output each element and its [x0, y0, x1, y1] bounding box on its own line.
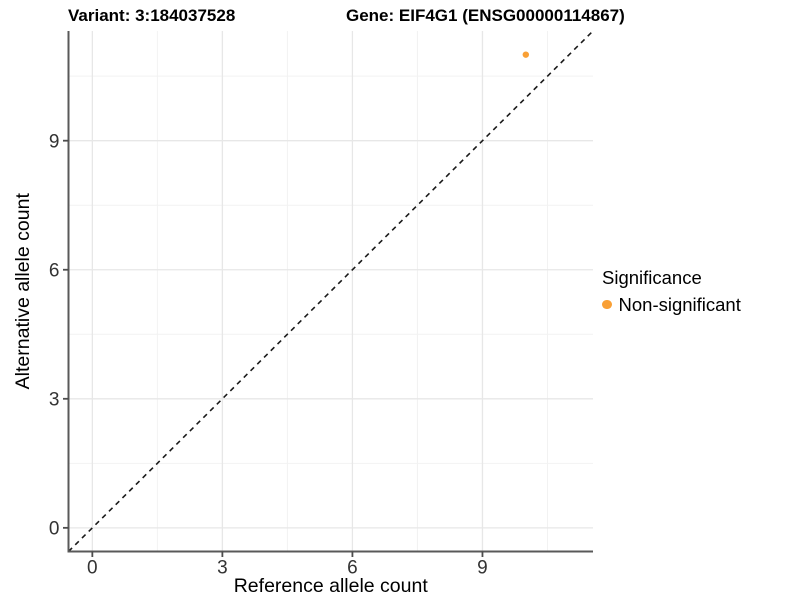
legend: Significance Non-significant — [602, 266, 741, 316]
y-tick-label: 0 — [49, 518, 60, 539]
y-tick-label: 3 — [49, 389, 60, 410]
legend-title: Significance — [602, 267, 702, 288]
y-tick-label: 9 — [49, 131, 60, 152]
x-axis-title: Reference allele count — [234, 575, 429, 597]
x-tick-label: 6 — [347, 557, 358, 578]
x-tick-label: 3 — [217, 557, 228, 578]
legend-item-non-significant: Non-significant — [602, 293, 741, 316]
legend-item-label: Non-significant — [618, 294, 741, 315]
y-axis-title: Alternative allele count — [12, 193, 34, 390]
y-tick-label: 6 — [49, 260, 60, 281]
data-point — [522, 51, 530, 58]
variant-title: Variant: 3:184037528 — [68, 6, 236, 25]
x-tick-label: 9 — [477, 557, 488, 578]
gene-title: Gene: EIF4G1 (ENSG00000114867) — [346, 6, 625, 25]
x-tick-label: 0 — [87, 557, 98, 578]
identity-dashed-line — [67, 30, 594, 553]
legend-point-icon — [602, 299, 612, 310]
